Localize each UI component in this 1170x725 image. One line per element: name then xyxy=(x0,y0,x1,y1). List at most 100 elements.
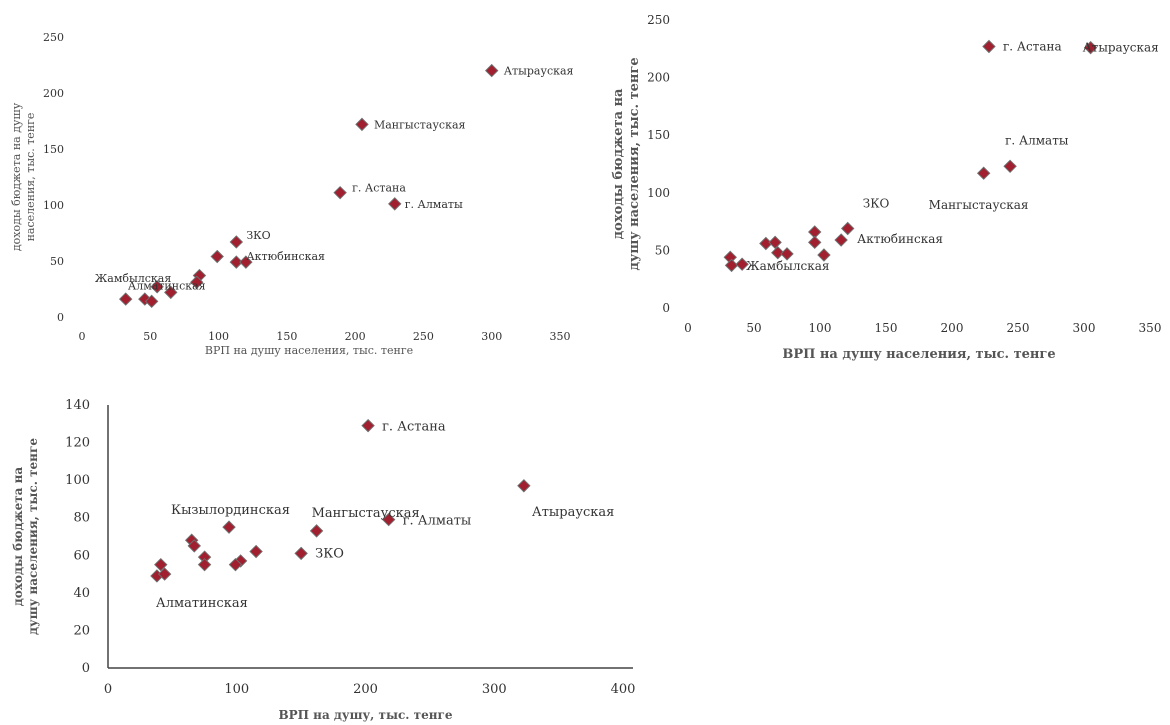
y-tick-label: 60 xyxy=(73,548,90,563)
data-point-label: Атырауская xyxy=(504,65,574,78)
data-point-marker xyxy=(222,520,236,534)
y-tick-label: 40 xyxy=(73,586,90,601)
y-tick-label: 50 xyxy=(50,255,64,268)
x-tick-label: 150 xyxy=(875,321,898,335)
y-tick-label: 140 xyxy=(65,398,90,413)
x-axis-title: ВРП на душу, тыс. тенге xyxy=(279,708,453,722)
x-tick-label: 200 xyxy=(353,682,378,697)
data-point-marker xyxy=(164,285,178,300)
x-tick-label: 50 xyxy=(143,330,157,343)
x-tick-label: 100 xyxy=(809,321,832,335)
data-point-marker xyxy=(150,280,164,294)
data-point-label: Актюбинская xyxy=(246,250,325,263)
data-point-marker xyxy=(239,255,253,269)
data-point-marker xyxy=(154,557,168,572)
data-point-marker xyxy=(229,235,244,249)
data-point-label: Мангыстауская xyxy=(374,118,466,131)
data-point-label: ЗКО xyxy=(246,229,270,242)
y-axis-title: доходы бюджета надушу населения, тыс. те… xyxy=(611,57,642,270)
data-point-marker xyxy=(1003,159,1017,174)
data-point-marker xyxy=(485,63,499,78)
scatter-chart-2: 0 50 100 150 200 250 300 350 0 50 100 150 200 250 ВРП … xyxy=(600,0,1170,375)
x-tick-label: 50 xyxy=(746,321,761,335)
y-tick-label: 250 xyxy=(647,13,670,27)
data-point-label: г. Алматы xyxy=(405,198,463,211)
data-point-marker xyxy=(190,275,204,289)
data-point-marker xyxy=(309,524,324,538)
x-tick-label: 400 xyxy=(611,682,636,697)
data-point-marker xyxy=(381,512,396,527)
x-tick-label: 150 xyxy=(276,330,297,343)
y-tick-label: 0 xyxy=(57,311,64,324)
x-axis-title: ВРП на душу населения, тыс. тенге xyxy=(205,344,413,357)
x-tick-label: 350 xyxy=(1139,321,1162,335)
x-tick-label: 100 xyxy=(224,682,249,697)
data-point-marker xyxy=(210,249,224,264)
data-point-marker xyxy=(780,247,794,261)
y-tick-label: 200 xyxy=(647,71,670,85)
data-point-marker xyxy=(808,235,822,250)
data-point-marker xyxy=(157,567,172,581)
data-point-label: Жамбылская xyxy=(746,259,829,273)
data-point-marker xyxy=(361,418,375,433)
y-tick-label: 120 xyxy=(65,436,90,451)
y-tick-label: 100 xyxy=(65,473,90,488)
y-tick-label: 100 xyxy=(43,199,64,212)
y-tick-label: 0 xyxy=(662,301,670,315)
data-point-label: Атырауская xyxy=(532,505,614,520)
y-tick-label: 20 xyxy=(73,623,90,638)
data-point-label: г. Астана xyxy=(382,420,446,435)
x-tick-label: 350 xyxy=(550,330,571,343)
data-point-label: ЗКО xyxy=(863,197,890,211)
data-point-marker xyxy=(144,294,159,309)
data-point-marker xyxy=(197,557,212,572)
data-point-label: Мангыстауская xyxy=(312,506,420,521)
x-tick-label: 250 xyxy=(1007,321,1030,335)
data-point-label: Алматинская xyxy=(128,279,206,292)
scatter-chart-1: 0 50 100 150 200 250 300 350 0 50 100 150 200 250 ВРП … xyxy=(0,0,600,370)
data-point-marker xyxy=(228,557,243,572)
y-tick-label: 50 xyxy=(655,243,670,257)
scatter-chart-1-svg: 0 50 100 150 200 250 300 350050100150200250ВРП … xyxy=(10,31,574,357)
x-tick-label: 300 xyxy=(482,682,507,697)
data-point-marker xyxy=(388,197,402,211)
x-tick-label: 250 xyxy=(413,330,434,343)
data-point-marker xyxy=(982,39,996,54)
data-point-marker xyxy=(771,245,785,260)
y-tick-label: 80 xyxy=(73,511,90,526)
data-point-label: Кызылординская xyxy=(171,503,290,518)
data-point-marker xyxy=(187,539,201,553)
y-tick-label: 100 xyxy=(647,186,670,200)
data-point-marker xyxy=(768,235,782,250)
data-point-marker xyxy=(817,248,831,262)
x-tick-label: 200 xyxy=(941,321,964,335)
data-point-label: г. Астана xyxy=(1003,39,1062,53)
scatter-chart-3-svg: 0 100 200 300 400 0 20 40 60 80 100 120 140 ВРП на ду… xyxy=(11,398,636,722)
data-point-marker xyxy=(229,255,244,269)
data-point-label: Алматинская xyxy=(156,596,248,611)
data-point-marker xyxy=(249,544,263,559)
data-point-marker xyxy=(841,221,855,236)
data-point-label: Актюбинская xyxy=(857,232,943,246)
data-point-label: г. Алматы xyxy=(1005,133,1069,147)
x-tick-label: 300 xyxy=(1073,321,1096,335)
x-tick-label: 100 xyxy=(208,330,229,343)
data-point-marker xyxy=(517,479,531,493)
x-tick-label: 0 xyxy=(79,330,86,343)
y-tick-label: 150 xyxy=(647,128,670,142)
data-point-marker xyxy=(834,233,848,247)
data-point-marker xyxy=(976,166,991,180)
data-point-label: ЗКО xyxy=(315,546,344,561)
data-point-label: Мангыстауская xyxy=(929,198,1029,212)
x-tick-label: 300 xyxy=(481,330,502,343)
y-tick-label: 0 xyxy=(82,661,90,676)
data-point-marker xyxy=(355,117,369,132)
data-point-label: г. Астана xyxy=(352,182,406,195)
scatter-chart-3: 0 100 200 300 400 0 20 40 60 80 100 120 140 ВРП на ду… xyxy=(0,385,660,722)
x-tick-label: 0 xyxy=(104,682,112,697)
data-point-marker xyxy=(1083,40,1098,55)
data-point-marker xyxy=(724,258,739,273)
y-tick-label: 150 xyxy=(43,143,64,156)
data-point-marker xyxy=(118,292,133,306)
y-tick-label: 250 xyxy=(43,31,64,44)
